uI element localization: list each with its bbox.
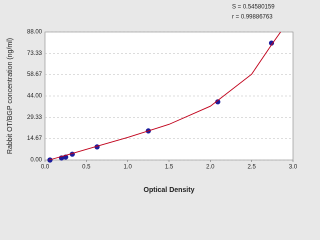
x-tick-label: 2.5 [247,165,256,171]
y-tick-label: 44.00 [27,94,43,100]
y-tick-label: 88.00 [27,30,43,36]
x-tick-label: 3.0 [289,165,298,171]
annotation: S = 0.54580159 [232,5,275,11]
data-point [215,99,221,105]
fit-curve [49,31,281,161]
chart: Optical Density Rabbit OT/BGP concentrat… [7,5,298,194]
data-point [268,40,275,46]
y-tick-label: 58.67 [27,72,43,78]
x-tick-label: 1.0 [123,165,132,171]
annotation: r = 0.99886763 [232,15,273,21]
x-tick-label: 0.5 [82,165,91,171]
y-tick-label: 0.00 [30,158,42,164]
x-tick-label: 1.5 [165,165,174,171]
x-tick-label: 2.0 [206,165,215,171]
x-tick-label: 0.0 [41,165,50,171]
x-axis-title: Optical Density [144,187,195,194]
y-tick-label: 73.33 [27,51,43,57]
y-tick-label: 14.67 [27,136,43,142]
y-axis-title: Rabbit OT/BGP concentration (ng/ml) [7,38,14,154]
y-tick-label: 29.33 [27,115,43,121]
